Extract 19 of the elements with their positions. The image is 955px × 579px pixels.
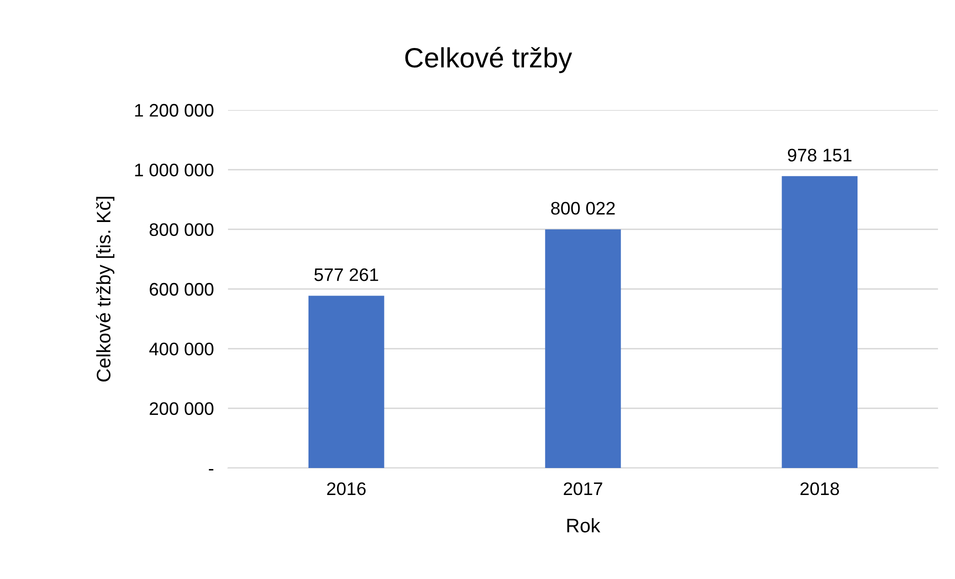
x-tick-label: 2016 [327,482,366,496]
data-label: 577 261 [314,268,378,282]
x-tick-label: 2017 [564,482,602,496]
data-label: 800 022 [551,202,615,215]
data-label: 978 151 [788,148,852,162]
chart-title: Celkové tržby [405,46,572,74]
bar [782,176,858,468]
y-tick-label: - [208,469,214,470]
bar [545,229,621,468]
y-axis-title: Celkové tržby [tis. Kč] [96,196,114,382]
x-axis-title: Rok [567,518,600,532]
y-tick-label: 400 000 [149,342,214,356]
x-tick-label: 2018 [800,482,839,496]
y-tick-label: 1 000 000 [135,164,214,176]
bar [308,296,384,468]
y-tick-label: 800 000 [150,223,214,236]
y-tick-label: 1 200 000 [135,104,214,117]
y-tick-label: 600 000 [150,282,214,296]
y-tick-label: 200 000 [150,402,214,416]
